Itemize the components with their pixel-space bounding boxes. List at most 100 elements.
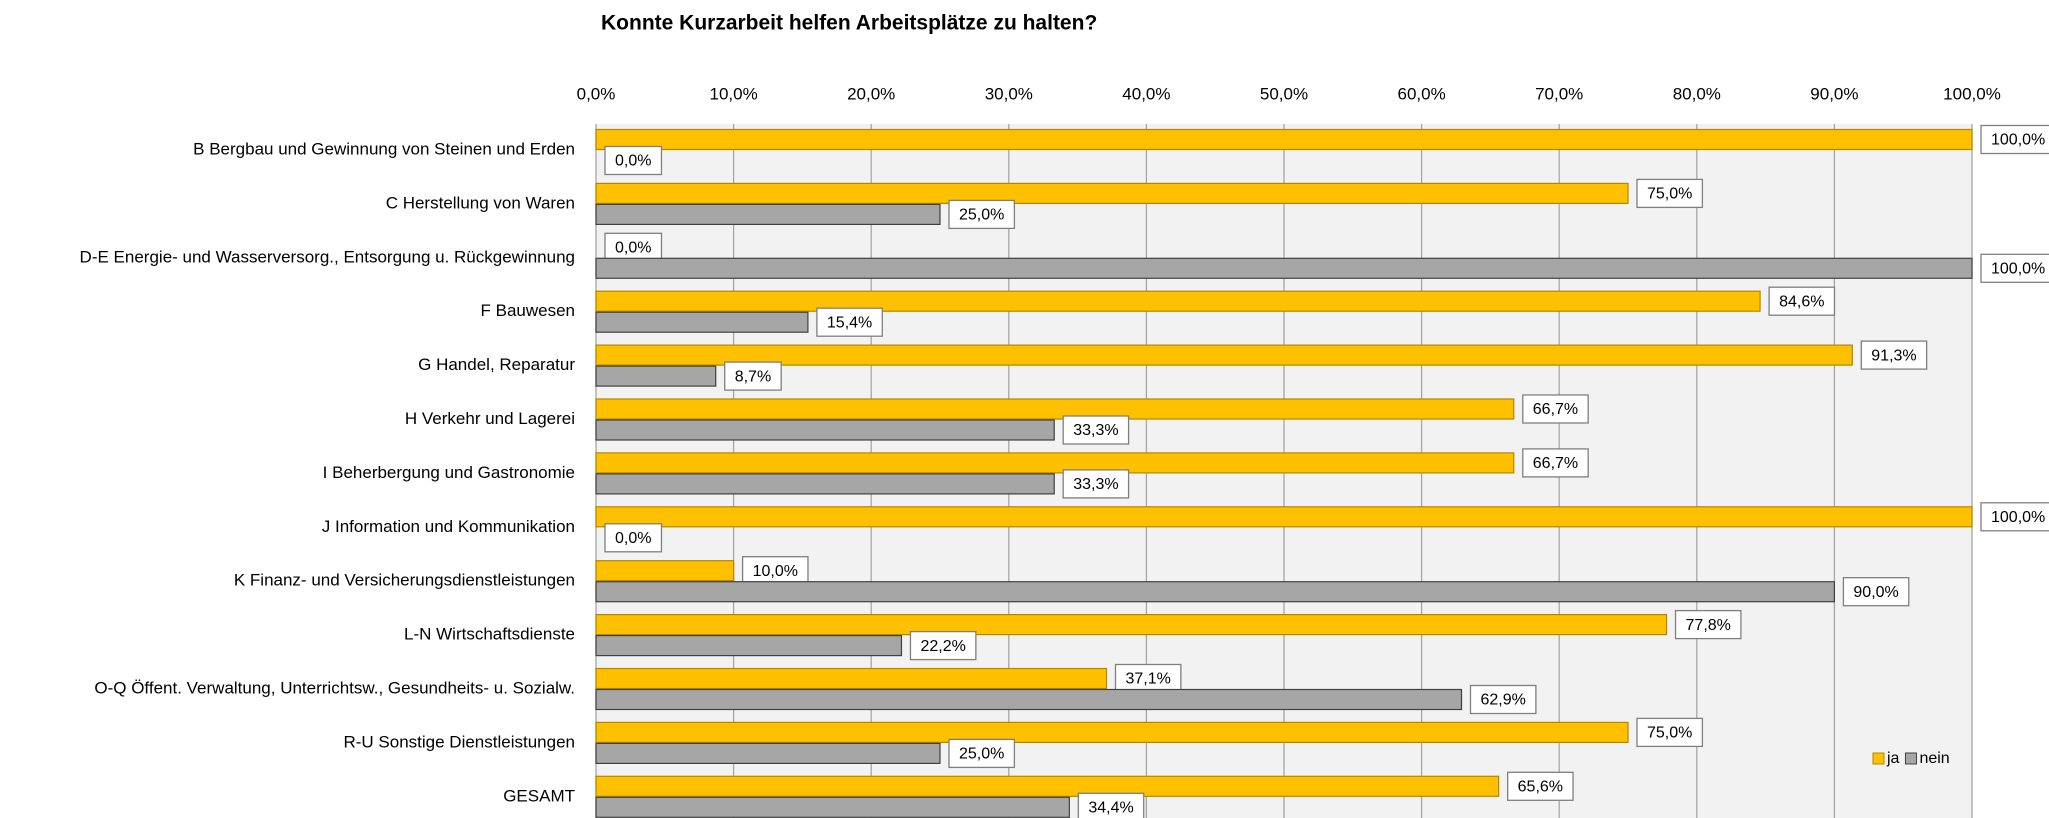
category-label: H Verkehr und Lagerei: [405, 409, 575, 428]
bar: [595, 560, 735, 582]
value-label-box: [1768, 286, 1836, 316]
category-label: G Handel, Reparatur: [418, 355, 575, 374]
value-label-box: [1980, 502, 2049, 532]
value-label-box: [909, 630, 977, 661]
bar: [595, 344, 1853, 366]
bar: [595, 634, 903, 657]
value-label: 84,6%: [1779, 293, 1824, 310]
bar: [595, 581, 1836, 603]
value-label: 25,0%: [959, 746, 1004, 763]
x-tick-label: 60,0%: [1397, 84, 1445, 103]
bar: [595, 257, 1973, 279]
value-label-box: [1842, 577, 1910, 607]
x-tick-label: 50,0%: [1260, 84, 1308, 103]
bar: [595, 365, 717, 387]
bar: [595, 721, 1629, 744]
value-label: 100,0%: [1991, 261, 2045, 278]
x-tick-label: 90,0%: [1810, 84, 1858, 103]
category-label: O-Q Öffent. Verwaltung, Unterrichtsw., G…: [94, 678, 575, 697]
value-label: 34,4%: [1088, 800, 1133, 817]
legend-label: ja: [1886, 750, 1900, 767]
value-label-box: [1062, 469, 1130, 499]
value-label: 10,0%: [753, 563, 798, 580]
value-label-box: [948, 199, 1016, 230]
value-label-box: [1062, 415, 1130, 445]
bar: [595, 290, 1761, 312]
value-label: 0,0%: [615, 530, 651, 547]
legend-label: nein: [1919, 750, 1949, 767]
value-label-box: [948, 738, 1016, 769]
bar: [595, 203, 941, 225]
chart-title: Konnte Kurzarbeit helfen Arbeitsplätze z…: [601, 12, 1097, 35]
value-label-box: [1636, 178, 1704, 209]
bar: [595, 667, 1108, 690]
bar: [595, 473, 1055, 495]
category-label: J Information und Kommunikation: [322, 517, 575, 536]
bar: [595, 182, 1629, 204]
value-label: 66,7%: [1533, 455, 1578, 472]
value-label: 75,0%: [1647, 186, 1692, 203]
value-label-box: [1860, 340, 1928, 370]
value-label-box: [1114, 663, 1182, 694]
category-label: I Beherbergung und Gastronomie: [323, 463, 575, 482]
x-tick-label: 100,0%: [1943, 84, 2001, 103]
category-label: L-N Wirtschaftsdienste: [404, 625, 575, 644]
bar: [595, 506, 1973, 528]
value-label: 100,0%: [1991, 509, 2045, 526]
value-label-box: [1522, 394, 1589, 424]
value-label: 15,4%: [827, 314, 872, 331]
value-label-box: [816, 307, 883, 337]
x-tick-label: 70,0%: [1535, 84, 1583, 103]
value-label-box: [1980, 253, 2049, 283]
bar: [595, 613, 1668, 636]
value-label: 8,7%: [735, 368, 771, 385]
value-label-box: [1636, 717, 1704, 748]
x-tick-label: 40,0%: [1122, 84, 1170, 103]
bar: [595, 742, 941, 765]
bar: [595, 419, 1055, 441]
bar: [595, 775, 1500, 797]
value-label-box: [741, 556, 809, 586]
x-tick-label: 20,0%: [847, 84, 895, 103]
value-label: 33,3%: [1073, 422, 1118, 439]
value-label: 33,3%: [1073, 476, 1118, 493]
value-label: 0,0%: [615, 153, 651, 170]
value-label-box: [1077, 792, 1145, 818]
category-label: K Finanz- und Versicherungsdienstleistun…: [234, 571, 575, 590]
value-label: 65,6%: [1518, 779, 1563, 796]
value-label: 66,7%: [1533, 401, 1578, 418]
value-label-box: [1674, 609, 1742, 640]
value-label: 37,1%: [1125, 671, 1170, 688]
value-label: 25,0%: [959, 207, 1004, 224]
value-label: 0,0%: [615, 240, 651, 257]
value-label-box: [1980, 124, 2049, 155]
x-tick-label: 80,0%: [1673, 84, 1721, 103]
value-label-box: [604, 232, 663, 262]
value-label: 62,9%: [1481, 692, 1526, 709]
value-label: 22,2%: [920, 638, 965, 655]
value-label-box: [1507, 771, 1574, 801]
category-label: R-U Sonstige Dienstleistungen: [343, 732, 575, 751]
value-label-box: [604, 145, 663, 176]
value-label: 100,0%: [1991, 132, 2045, 149]
legend-swatch: [1872, 752, 1885, 765]
value-label-box: [604, 523, 663, 553]
value-label: 77,8%: [1686, 617, 1731, 634]
category-label: F Bauwesen: [481, 301, 576, 320]
bar: [595, 688, 1463, 711]
legend-swatch: [1904, 752, 1917, 765]
value-label-box: [1469, 684, 1537, 715]
bar: [595, 398, 1515, 420]
x-tick-label: 30,0%: [985, 84, 1033, 103]
bar: [595, 452, 1515, 474]
x-tick-label: 10,0%: [709, 84, 757, 103]
bar: [595, 311, 809, 333]
bar: [595, 128, 1973, 151]
category-label: GESAMT: [503, 786, 575, 805]
category-label: B Bergbau und Gewinnung von Steinen und …: [193, 139, 575, 158]
bar: [595, 796, 1070, 818]
value-label: 90,0%: [1853, 584, 1898, 601]
value-label-box: [1522, 448, 1589, 478]
value-label: 91,3%: [1871, 347, 1916, 364]
